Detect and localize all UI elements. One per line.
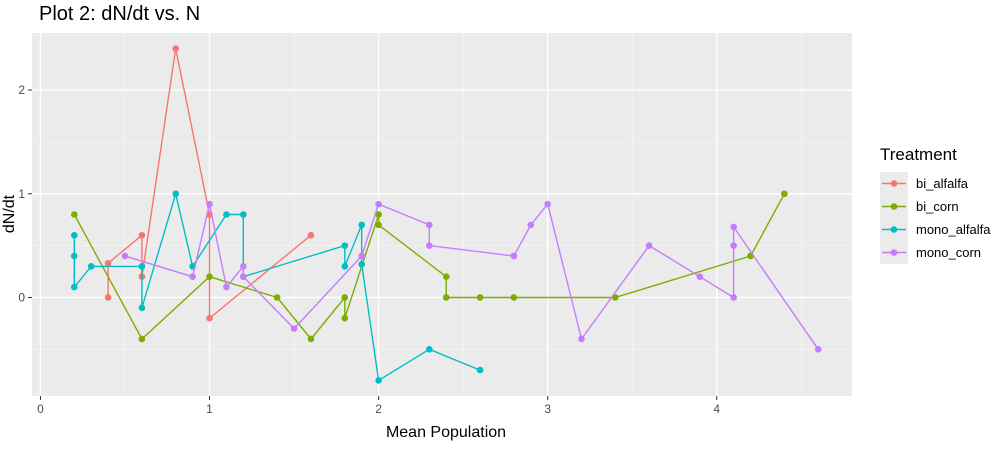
x-axis-title: Mean Population [386, 424, 506, 441]
data-point [172, 190, 180, 198]
series-bi-alfalfa [104, 45, 315, 322]
data-point [426, 346, 433, 353]
series-line [73, 193, 786, 340]
data-point [206, 200, 213, 208]
data-point [240, 263, 247, 270]
legend-key-point [890, 249, 898, 256]
data-point [527, 221, 535, 229]
data-point [442, 273, 450, 281]
legend-key-point [890, 226, 898, 233]
data-point [341, 294, 349, 301]
data-point [426, 242, 433, 249]
data-point [645, 242, 653, 249]
data-point [138, 335, 146, 343]
data-point [307, 335, 315, 343]
data-point [240, 273, 247, 281]
data-point [104, 294, 112, 301]
legend-label: mono_alfalfa [916, 222, 991, 237]
x-tick-label: 2 [375, 402, 382, 416]
data-point [696, 273, 704, 281]
data-point [206, 314, 213, 322]
x-tick-label: 1 [206, 402, 213, 416]
data-point [206, 273, 213, 281]
series-layer [70, 45, 822, 384]
data-point [87, 263, 95, 270]
legend-title: Treatment [880, 145, 957, 164]
data-point [273, 294, 281, 301]
data-point [442, 294, 450, 301]
ticks-layer: 0 1 2 3 4 0 1 2 [18, 83, 720, 416]
plot-panel [32, 33, 852, 396]
legend-item-mono-alfalfa: mono_alfalfa [880, 218, 991, 241]
y-tick-label: 1 [18, 187, 25, 201]
legend-label: bi_alfalfa [916, 176, 969, 191]
data-point [358, 252, 365, 260]
data-point [476, 366, 484, 374]
data-point [510, 294, 518, 301]
y-tick-label: 2 [18, 83, 25, 97]
data-point [781, 190, 788, 198]
data-point [814, 346, 822, 353]
data-point [138, 263, 146, 270]
data-point [375, 221, 382, 229]
data-point [70, 231, 78, 239]
x-tick-label: 3 [544, 402, 551, 416]
data-point [223, 211, 230, 218]
data-point [189, 273, 196, 281]
data-point [358, 221, 365, 229]
data-point [358, 260, 365, 268]
data-point [510, 252, 518, 260]
legend-key-point [890, 203, 898, 210]
data-point [121, 252, 129, 260]
legend-item-bi-alfalfa: bi_alfalfa [880, 172, 969, 195]
legend-label: mono_corn [916, 245, 981, 260]
data-point [375, 377, 382, 384]
data-point [290, 325, 298, 332]
data-point [341, 314, 349, 322]
data-point [476, 294, 484, 301]
data-point [70, 211, 78, 218]
series-line [107, 47, 312, 319]
x-tick-label: 0 [37, 402, 44, 416]
data-point [375, 211, 382, 218]
series-mono-alfalfa [70, 190, 484, 384]
data-point [341, 263, 349, 270]
legend-item-bi-corn: bi_corn [880, 195, 959, 218]
data-point [307, 231, 315, 239]
grid-minor [32, 33, 852, 396]
data-point [104, 259, 112, 267]
chart-title: Plot 2: dN/dt vs. N [39, 3, 200, 25]
legend-item-mono-corn: mono_corn [880, 241, 981, 264]
data-point [70, 252, 78, 260]
data-point [70, 283, 78, 291]
data-point [240, 211, 247, 218]
y-axis-title: dN/dt [1, 194, 18, 233]
data-point [611, 294, 619, 301]
data-point [578, 335, 585, 343]
data-point [730, 242, 737, 249]
data-point [544, 200, 551, 208]
x-tick-label: 4 [713, 402, 720, 416]
legend-key-point [890, 180, 898, 187]
data-point [341, 242, 349, 249]
data-point [730, 223, 737, 231]
legend-label: bi_corn [916, 199, 959, 214]
data-point [426, 221, 433, 229]
series-bi-corn [70, 190, 788, 343]
y-tick-label: 0 [18, 290, 25, 304]
data-point [138, 231, 146, 239]
legend: Treatment bi_alfalfa bi_corn mono_alfalfam… [880, 145, 991, 264]
data-point [223, 283, 230, 291]
data-point [172, 45, 180, 52]
grid-major [32, 33, 852, 396]
series-mono-corn [121, 200, 822, 353]
data-point [138, 304, 146, 312]
data-point [730, 294, 737, 301]
series-line [73, 193, 481, 382]
data-point [375, 200, 382, 208]
